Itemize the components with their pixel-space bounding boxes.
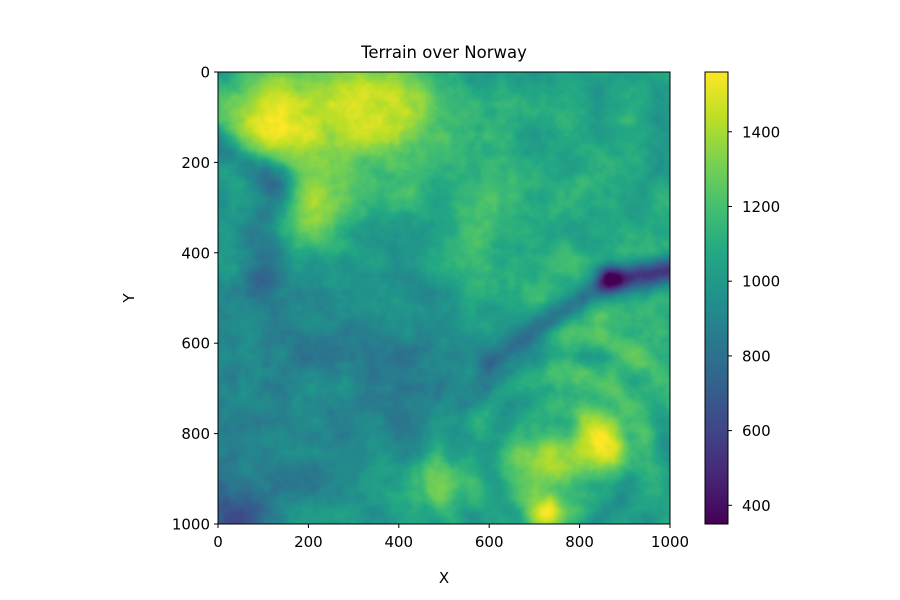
colorbar-tick-label: 1200 <box>742 198 780 216</box>
colorbar-gradient <box>705 72 728 524</box>
colorbar-tick-label: 1000 <box>742 273 780 291</box>
y-tick-label: 0 <box>200 64 210 82</box>
plot-frame <box>217 71 671 525</box>
x-tick-label: 200 <box>294 533 323 551</box>
y-tick-label: 200 <box>181 154 210 172</box>
y-tick-label: 800 <box>181 425 210 443</box>
y-tick-label: 600 <box>181 335 210 353</box>
colorbar-frame <box>704 71 729 525</box>
x-tick-label: 0 <box>213 533 223 551</box>
colorbar-tick-label: 600 <box>742 422 771 440</box>
x-tick-label: 800 <box>565 533 594 551</box>
y-tick-label: 400 <box>181 244 210 262</box>
y-tick-label: 1000 <box>172 516 210 534</box>
x-tick-label: 1000 <box>651 533 689 551</box>
x-tick-label: 400 <box>384 533 413 551</box>
x-axis-ticks: 0 200 400 600 800 1000 <box>213 524 689 551</box>
colorbar-tick-label: 1400 <box>742 123 780 141</box>
x-axis-label: X <box>439 569 449 587</box>
chart-title: Terrain over Norway <box>360 43 527 62</box>
colorbar-tick-label: 400 <box>742 497 771 515</box>
colorbar-tick-label: 800 <box>742 347 771 365</box>
colorbar-ticks: 400 600 800 1000 1200 1400 <box>728 123 780 515</box>
y-axis-ticks: 0 200 400 600 800 1000 <box>172 64 218 534</box>
y-axis-label: Y <box>120 293 138 304</box>
terrain-heatmap <box>218 72 670 524</box>
x-tick-label: 600 <box>475 533 504 551</box>
